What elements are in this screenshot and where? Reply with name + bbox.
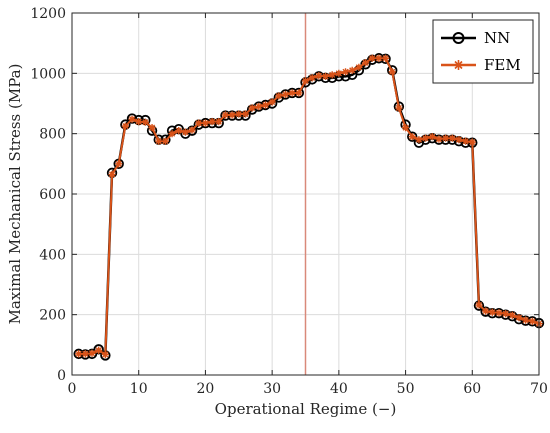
y-tick-label: 200 [39,308,66,324]
legend-fem-marker [453,60,464,70]
y-axis-title: Maximal Mechanical Stress (MPa) [6,64,24,325]
data-point-nn [126,113,138,124]
data-point-fem [88,349,96,357]
axis-ticks: 0 10 20 30 40 50 60 70 0 200 400 600 800 1000 1200 [30,6,548,397]
data-point-fem [475,301,483,309]
x-tick-label: 50 [397,381,415,397]
data-point-fem [415,136,423,144]
data-point-fem [295,89,303,97]
data-point-fem [368,54,376,62]
series-line-fem [78,57,540,356]
x-tick-label: 30 [263,381,281,397]
data-point-fem [141,118,149,126]
legend-fem-label: FEM [484,56,521,74]
data-point-fem [408,133,416,141]
data-point-fem [428,133,436,141]
data-point-fem [301,77,310,85]
data-point-fem [161,137,169,145]
x-tick-label: 60 [463,381,481,397]
legend-nn-marker [452,32,465,44]
data-point-fem [135,118,143,126]
data-point-fem [121,122,129,130]
x-axis-title: Operational Regime (−) [215,400,397,418]
data-point-fem [328,71,336,79]
data-point-fem [275,92,283,100]
data-point-fem [128,115,136,123]
data-point-fem [508,311,516,319]
legend-box [432,19,534,84]
data-point-fem [395,104,403,112]
data-point-fem [181,128,190,136]
data-point-fem [155,137,163,145]
data-point-fem [108,170,116,178]
data-point-fem [341,68,350,76]
data-point-fem [268,98,276,106]
data-point-fem [361,59,370,67]
data-point-fem [201,119,210,127]
data-point-fem [401,124,410,132]
legend: NN FEM [432,19,534,84]
data-point-fem [388,68,396,76]
data-point-fem [462,137,470,145]
data-point-fem [81,350,89,358]
data-point-nn [407,131,418,142]
data-point-fem [421,134,430,142]
data-point-fem [75,350,83,358]
data-point-fem [241,110,250,118]
data-point-fem [495,309,503,317]
data-point-fem [175,127,183,135]
data-point-fem [195,119,203,127]
data-point-fem [381,54,390,62]
data-point-fem [515,314,523,322]
y-tick-label: 1200 [30,6,66,22]
data-point-fem [321,72,330,80]
y-tick-label: 1000 [30,66,66,82]
data-point-fem [221,111,230,119]
y-tick-label: 800 [39,127,66,143]
data-point-fem [315,72,323,80]
x-tick-label: 40 [330,381,348,397]
y-tick-label: 400 [39,247,66,263]
data-point-fem [101,350,109,359]
y-tick-label: 600 [39,187,66,203]
series-layer [73,53,545,361]
data-point-fem [208,118,216,126]
data-point-fem [281,90,290,99]
data-point-fem [502,310,510,318]
data-point-fem [188,126,196,134]
legend-nn-label: NN [484,29,510,47]
y-tick-label: 0 [57,368,66,384]
data-point-fem [215,118,223,126]
data-point-fem [375,54,383,62]
data-point-fem [288,89,296,97]
data-point-fem [488,308,496,316]
data-point-fem [448,134,456,142]
data-point-fem [355,63,363,71]
data-point-fem [115,160,123,168]
x-tick-label: 20 [197,381,215,397]
x-tick-label: 0 [68,381,77,397]
data-point-fem [235,110,243,118]
data-point-fem [228,111,236,119]
data-point-fem [482,307,490,315]
data-point-fem [308,74,316,82]
x-tick-label: 70 [530,381,548,397]
x-tick-label: 10 [130,381,148,397]
data-point-fem [261,101,270,109]
data-point-fem [255,102,263,111]
data-point-fem [442,134,450,142]
data-point-fem [348,66,356,74]
data-point-fem [455,136,463,144]
data-point-fem [248,104,256,112]
data-point-fem [168,130,176,138]
data-point-fem [148,124,156,132]
data-point-fem [95,346,103,354]
data-point-fem [522,316,530,324]
data-point-fem [335,69,343,77]
data-point-fem [468,138,476,146]
data-point-fem [528,317,536,325]
data-point-fem [435,135,443,143]
